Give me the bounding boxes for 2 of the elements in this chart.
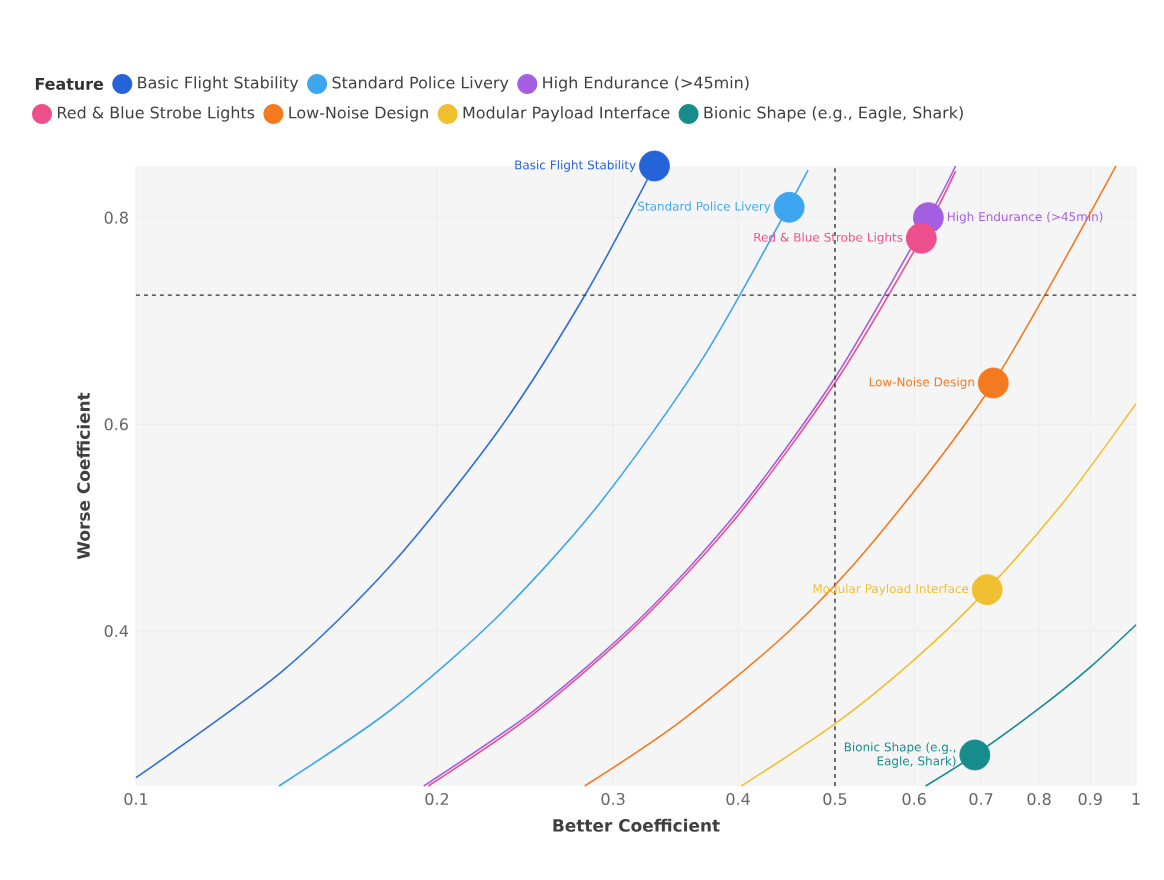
y-axis-title: Worse Coefficient bbox=[76, 392, 90, 560]
x-axis-title: Better Coefficient bbox=[553, 818, 720, 832]
